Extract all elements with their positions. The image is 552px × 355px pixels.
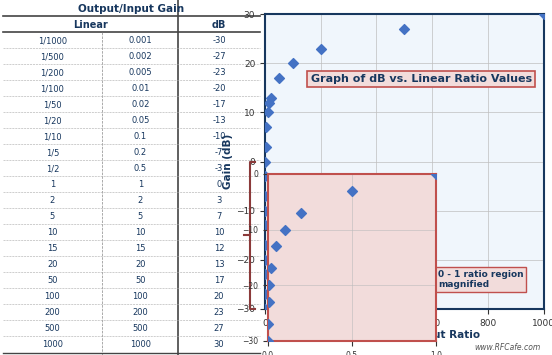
Point xyxy=(263,110,272,115)
Point xyxy=(297,210,306,216)
Text: 20: 20 xyxy=(214,292,224,301)
Text: 10: 10 xyxy=(214,228,224,237)
Point xyxy=(264,321,273,327)
Point xyxy=(266,95,275,100)
Text: Graph of dB vs. Linear Ratio Values: Graph of dB vs. Linear Ratio Values xyxy=(311,74,532,84)
Text: 1/500: 1/500 xyxy=(40,52,65,61)
Text: -3: -3 xyxy=(215,164,223,173)
Text: 0 - 1 ratio region
magnified: 0 - 1 ratio region magnified xyxy=(379,270,523,292)
Point xyxy=(274,75,283,81)
Text: -7: -7 xyxy=(215,148,223,157)
Text: 1/100: 1/100 xyxy=(40,84,65,93)
Point xyxy=(432,171,440,177)
Text: 13: 13 xyxy=(214,260,224,269)
Text: -20: -20 xyxy=(212,84,226,93)
Text: 0.01: 0.01 xyxy=(131,84,150,93)
Text: -27: -27 xyxy=(212,52,226,61)
Point xyxy=(400,26,408,32)
Text: Linear: Linear xyxy=(73,20,108,30)
Point xyxy=(289,60,298,66)
Text: 100: 100 xyxy=(132,292,148,301)
Point xyxy=(539,11,548,17)
Text: 1/1000: 1/1000 xyxy=(38,36,67,45)
Text: 7: 7 xyxy=(216,212,221,221)
Text: Output/Input Gain: Output/Input Gain xyxy=(78,4,184,14)
Text: 20: 20 xyxy=(47,260,58,269)
Text: 0.002: 0.002 xyxy=(129,52,152,61)
Point xyxy=(261,144,270,149)
Point xyxy=(265,100,274,105)
Text: 500: 500 xyxy=(45,324,60,333)
Y-axis label: Gain (dB): Gain (dB) xyxy=(224,134,233,189)
Text: 23: 23 xyxy=(214,308,224,317)
Text: 3: 3 xyxy=(216,196,221,205)
Point xyxy=(261,173,269,179)
Text: 200: 200 xyxy=(45,308,60,317)
Text: -23: -23 xyxy=(212,68,226,77)
Text: 1/20: 1/20 xyxy=(43,116,62,125)
Point xyxy=(261,193,269,199)
Text: 0.5: 0.5 xyxy=(134,164,147,173)
Point xyxy=(272,244,280,249)
Text: 17: 17 xyxy=(214,276,224,285)
Point xyxy=(261,159,270,164)
Text: 100: 100 xyxy=(45,292,60,301)
Text: 0.005: 0.005 xyxy=(129,68,152,77)
Text: dB: dB xyxy=(212,20,226,30)
Text: 15: 15 xyxy=(135,244,146,253)
Text: 2: 2 xyxy=(137,196,143,205)
Text: -10: -10 xyxy=(212,132,226,141)
Point xyxy=(261,223,269,228)
Text: 1000: 1000 xyxy=(42,340,63,349)
Text: 2: 2 xyxy=(50,196,55,205)
Point xyxy=(261,242,269,248)
Point xyxy=(261,257,269,263)
Text: -30: -30 xyxy=(212,36,226,45)
Text: 50: 50 xyxy=(135,276,146,285)
Text: -17: -17 xyxy=(212,100,226,109)
Text: 1/5: 1/5 xyxy=(46,148,59,157)
Text: 1/2: 1/2 xyxy=(46,164,59,173)
Text: -13: -13 xyxy=(212,116,226,125)
Point xyxy=(264,299,273,305)
Point xyxy=(267,266,275,271)
Point xyxy=(261,272,269,277)
Text: 5: 5 xyxy=(137,212,143,221)
Point xyxy=(316,46,325,51)
Point xyxy=(261,208,269,213)
Text: 30: 30 xyxy=(214,340,224,349)
Text: 1: 1 xyxy=(137,180,143,189)
Text: 1/200: 1/200 xyxy=(40,68,65,77)
Text: 0.1: 0.1 xyxy=(134,132,147,141)
Point xyxy=(280,227,289,233)
Text: 12: 12 xyxy=(214,244,224,253)
Text: 200: 200 xyxy=(132,308,148,317)
Text: 0.05: 0.05 xyxy=(131,116,150,125)
Point xyxy=(262,124,271,130)
Text: 10: 10 xyxy=(135,228,146,237)
Text: 10: 10 xyxy=(47,228,58,237)
Point xyxy=(263,338,272,344)
Text: 0.001: 0.001 xyxy=(129,36,152,45)
Point xyxy=(348,188,357,193)
Text: www.RFCafe.com: www.RFCafe.com xyxy=(475,343,541,352)
Text: 50: 50 xyxy=(47,276,58,285)
Text: 0.2: 0.2 xyxy=(134,148,147,157)
Point xyxy=(261,306,269,312)
Text: 5: 5 xyxy=(50,212,55,221)
Text: 1000: 1000 xyxy=(130,340,151,349)
Text: 1/50: 1/50 xyxy=(43,100,62,109)
Point xyxy=(261,291,269,297)
Text: 1: 1 xyxy=(50,180,55,189)
Text: 1/10: 1/10 xyxy=(43,132,62,141)
Text: 20: 20 xyxy=(135,260,146,269)
Text: 0.02: 0.02 xyxy=(131,100,150,109)
Text: 27: 27 xyxy=(214,324,224,333)
Text: 15: 15 xyxy=(47,244,58,253)
Text: 0: 0 xyxy=(216,180,221,189)
Point xyxy=(265,282,274,288)
Text: 500: 500 xyxy=(132,324,148,333)
X-axis label: Linear Output/Input Ratio: Linear Output/Input Ratio xyxy=(329,331,480,340)
